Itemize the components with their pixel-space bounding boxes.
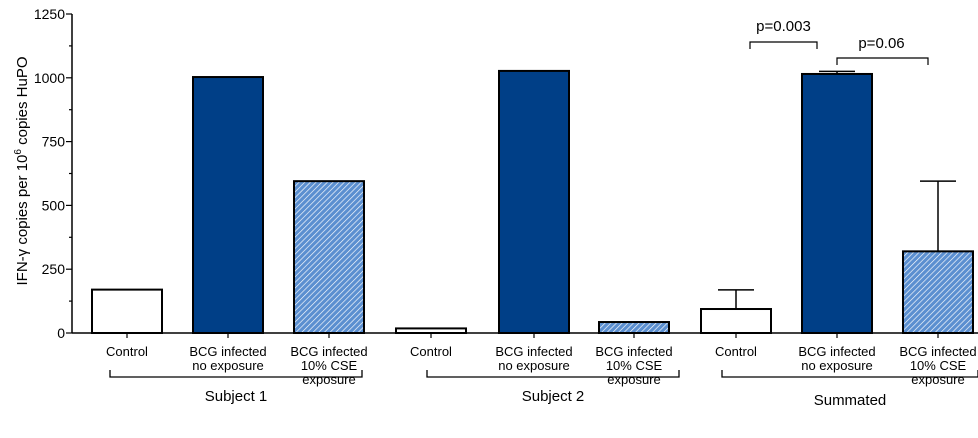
bar <box>700 308 772 334</box>
y-tick-label: 0 <box>57 325 65 341</box>
y-tick-label: 750 <box>42 134 66 150</box>
group-bracket <box>109 370 363 378</box>
significance-label: p=0.003 <box>756 18 811 35</box>
category-label: BCG infected <box>899 344 976 359</box>
bar <box>498 69 570 334</box>
group-bracket <box>721 370 978 378</box>
category-label: BCG infected <box>189 344 266 359</box>
category-label: BCG infected <box>290 344 367 359</box>
category-label: exposure <box>302 372 355 387</box>
category-label: no exposure <box>498 358 570 373</box>
category-label: Control <box>410 344 452 359</box>
bar <box>598 321 670 334</box>
category-label: exposure <box>911 372 964 387</box>
bar <box>395 327 467 335</box>
category-label: BCG infected <box>798 344 875 359</box>
category-label: exposure <box>607 372 660 387</box>
significance-bracket <box>836 57 929 65</box>
bar <box>902 250 974 334</box>
y-tick-label: 1000 <box>34 70 65 86</box>
y-tick-label: 250 <box>42 261 66 277</box>
bar <box>801 72 873 335</box>
bar <box>91 288 163 334</box>
category-label: no exposure <box>801 358 873 373</box>
group-bracket <box>426 370 680 378</box>
group-label: Summated <box>814 392 887 409</box>
bar <box>192 76 264 335</box>
category-label: BCG infected <box>495 344 572 359</box>
category-label: BCG infected <box>595 344 672 359</box>
category-label: 10% CSE <box>606 358 663 373</box>
bar <box>293 180 365 334</box>
group-label: Subject 2 <box>522 388 585 405</box>
significance-label: p=0.06 <box>858 35 904 52</box>
significance-bracket <box>749 41 818 49</box>
category-label: 10% CSE <box>910 358 967 373</box>
y-tick-label: 500 <box>42 197 66 213</box>
category-label: Control <box>715 344 757 359</box>
y-axis-label: IFN-γ copies per 106 copies HuPO <box>13 57 31 286</box>
y-tick-label: 1250 <box>34 6 65 22</box>
group-label: Subject 1 <box>205 388 268 405</box>
category-label: no exposure <box>192 358 264 373</box>
category-label: Control <box>106 344 148 359</box>
category-label: 10% CSE <box>301 358 358 373</box>
